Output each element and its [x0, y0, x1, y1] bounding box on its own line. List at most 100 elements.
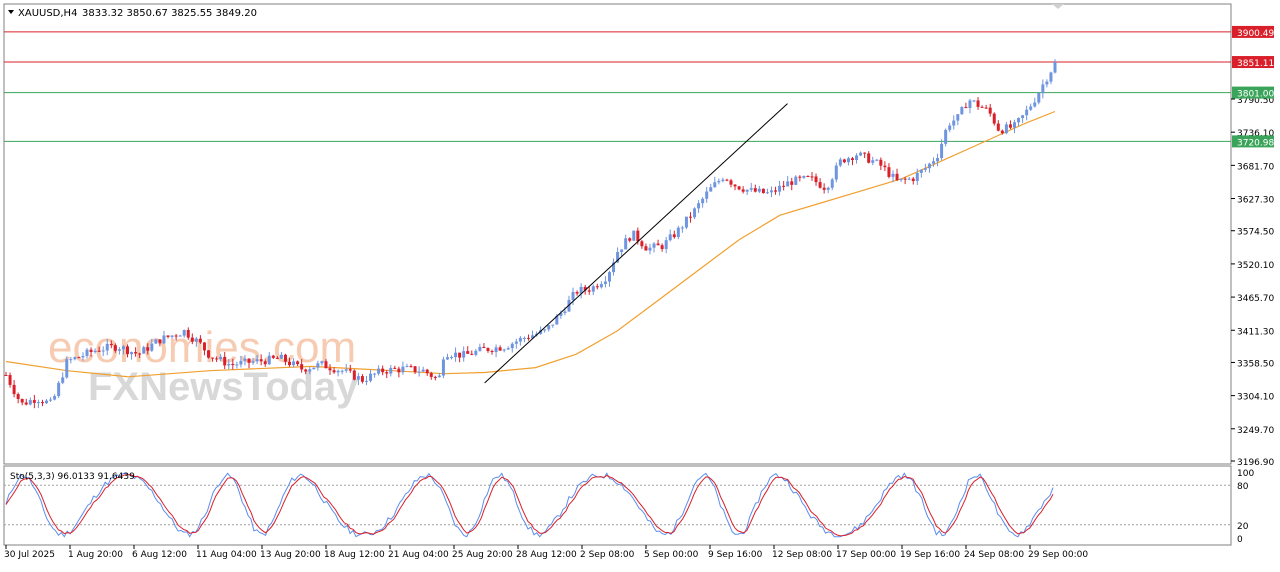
- candle-body: [12, 384, 16, 395]
- trendline[interactable]: [484, 103, 788, 384]
- candle-body: [794, 176, 798, 185]
- candle-body: [300, 364, 304, 370]
- candle-body: [976, 100, 980, 107]
- candle-body: [413, 366, 417, 373]
- candle-body: [506, 348, 510, 350]
- x-tick-label-13: 17 Sep 00:00: [836, 550, 896, 560]
- candle-body: [672, 234, 676, 238]
- candle-body: [705, 191, 709, 199]
- x-tick-label-1: 1 Aug 20:00: [68, 550, 123, 560]
- candle-body: [899, 178, 903, 181]
- candle-body: [263, 361, 267, 365]
- candle-body: [158, 339, 162, 344]
- candle-body: [1008, 124, 1012, 128]
- x-tick-label-2: 6 Aug 12:00: [132, 550, 187, 560]
- candle-body: [510, 343, 514, 349]
- candle-body: [445, 357, 449, 360]
- candle-body: [57, 382, 61, 397]
- candle-body: [583, 286, 587, 291]
- candle-body: [697, 203, 701, 209]
- candle-body: [616, 252, 620, 263]
- candle-body: [907, 178, 911, 180]
- candle-body: [802, 176, 806, 178]
- candle-body: [231, 364, 235, 366]
- candle-body: [1041, 84, 1045, 94]
- candle-body: [721, 179, 725, 181]
- candle-body: [389, 367, 393, 374]
- candle-body: [215, 358, 219, 360]
- level-tag-label-0: 3900.49: [1237, 29, 1274, 39]
- stoch-main-line: [5, 472, 1054, 538]
- candle-body: [454, 352, 458, 358]
- candle-body: [401, 366, 405, 373]
- candle-body: [749, 188, 753, 190]
- candle-body: [668, 234, 672, 241]
- x-tick-label-9: 2 Sep 08:00: [580, 550, 635, 560]
- triangle-down-icon[interactable]: [8, 10, 14, 14]
- candle-body: [745, 189, 749, 192]
- candle-body: [842, 159, 846, 163]
- candle-body: [194, 338, 198, 342]
- candle-body: [1037, 93, 1041, 103]
- candle-body: [101, 350, 105, 352]
- candle-body: [891, 173, 895, 177]
- candle-body: [871, 160, 875, 163]
- candle-body: [786, 181, 790, 187]
- candle-body: [45, 400, 49, 404]
- candle-body: [733, 184, 737, 187]
- candle-body: [624, 238, 628, 250]
- candle-body: [198, 338, 202, 343]
- candle-body: [85, 349, 89, 356]
- candle-body: [1004, 124, 1008, 134]
- candle-body: [919, 169, 923, 173]
- candle-body: [644, 246, 648, 251]
- stoch-level-label-3: 0: [1237, 535, 1243, 545]
- candle-body: [612, 262, 616, 273]
- candle-body: [761, 188, 765, 194]
- candle-body: [514, 341, 518, 344]
- candle-body: [348, 369, 352, 371]
- candle-body: [28, 400, 32, 405]
- candle-body: [332, 370, 336, 373]
- candle-body: [385, 372, 389, 374]
- candle-body: [640, 241, 644, 247]
- level-tag-label-1: 3851.11: [1237, 59, 1274, 69]
- candle-body: [903, 178, 907, 180]
- candle-body: [660, 245, 664, 249]
- candle-body: [36, 402, 40, 404]
- candle-body: [478, 346, 482, 351]
- candle-body: [304, 369, 308, 372]
- candle-body: [458, 352, 462, 358]
- candle-body: [154, 339, 158, 344]
- candle-body: [369, 373, 373, 381]
- candle-body: [867, 153, 871, 163]
- candle-body: [980, 106, 984, 108]
- candle-body: [555, 315, 559, 325]
- candle-body: [89, 349, 93, 353]
- candle-body: [579, 286, 583, 294]
- candle-body: [879, 159, 883, 166]
- candle-body: [931, 161, 935, 164]
- candle-body: [741, 189, 745, 192]
- candle-body: [405, 366, 409, 368]
- candle-body: [186, 329, 190, 338]
- candle-body: [429, 373, 433, 377]
- candle-body: [984, 107, 988, 109]
- candle-body: [936, 158, 940, 162]
- candle-body: [1029, 106, 1033, 110]
- candle-body: [24, 402, 28, 405]
- y-tick-label-1: 3249.70: [1237, 426, 1274, 436]
- candle-body: [539, 330, 543, 334]
- y-tick-label-10: 3736.10: [1237, 129, 1274, 139]
- candle-body: [863, 152, 867, 154]
- level-tag-label-3: 3720.98: [1237, 138, 1274, 148]
- ohlc-values: 3833.32 3850.67 3825.55 3849.20: [82, 8, 257, 19]
- candle-body: [49, 399, 53, 401]
- candle-body: [283, 354, 287, 362]
- candle-body: [364, 380, 368, 382]
- candle-body: [126, 346, 130, 355]
- candle-body: [486, 348, 490, 352]
- candle-body: [146, 347, 150, 351]
